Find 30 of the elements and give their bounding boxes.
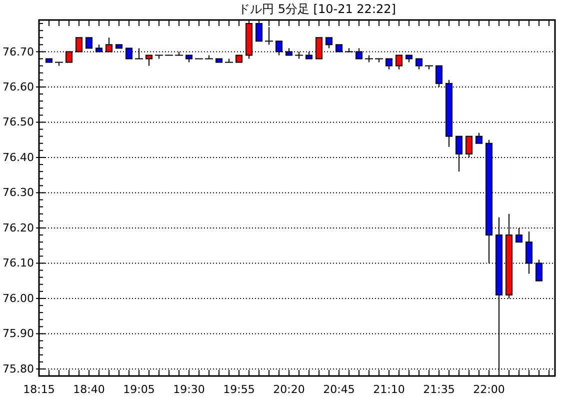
y-tick-label: 76.30 bbox=[2, 186, 34, 200]
candlestick bbox=[416, 58, 423, 70]
y-tick-label: 76.10 bbox=[2, 256, 34, 270]
y-tick-label: 76.00 bbox=[2, 292, 34, 305]
x-tick-label: 18:40 bbox=[73, 382, 105, 396]
x-tick-label: 18:15 bbox=[23, 382, 55, 396]
y-tick-label: 75.80 bbox=[2, 362, 34, 376]
x-tick-label: 21:10 bbox=[373, 382, 405, 396]
candlestick bbox=[396, 54, 403, 70]
x-tick-label: 20:45 bbox=[323, 382, 355, 396]
candlestick bbox=[476, 132, 483, 144]
x-tick-label: 19:05 bbox=[123, 382, 155, 396]
y-tick-label: 76.40 bbox=[2, 150, 34, 164]
y-tick-label: 75.90 bbox=[2, 327, 34, 340]
x-tick-label: 19:30 bbox=[173, 382, 205, 396]
candlestick bbox=[364, 54, 374, 63]
chart-title: ドル円 5分足 [10-21 22:22] bbox=[238, 2, 396, 16]
y-tick-label: 76.20 bbox=[2, 221, 34, 234]
x-tick-label: 19:55 bbox=[223, 382, 255, 396]
y-tick-label: 76.50 bbox=[2, 116, 34, 129]
y-tick-label: 76.60 bbox=[2, 80, 34, 94]
candlestick bbox=[146, 54, 153, 66]
candlestick bbox=[154, 54, 164, 60]
candlestick bbox=[386, 58, 393, 70]
candlestick bbox=[326, 37, 333, 49]
candlestick bbox=[86, 37, 93, 49]
y-tick-label: 76.70 bbox=[2, 45, 34, 58]
x-tick-label: 20:20 bbox=[273, 382, 305, 396]
x-tick-label: 22:00 bbox=[473, 382, 505, 396]
x-tick-label: 21:35 bbox=[423, 382, 455, 396]
